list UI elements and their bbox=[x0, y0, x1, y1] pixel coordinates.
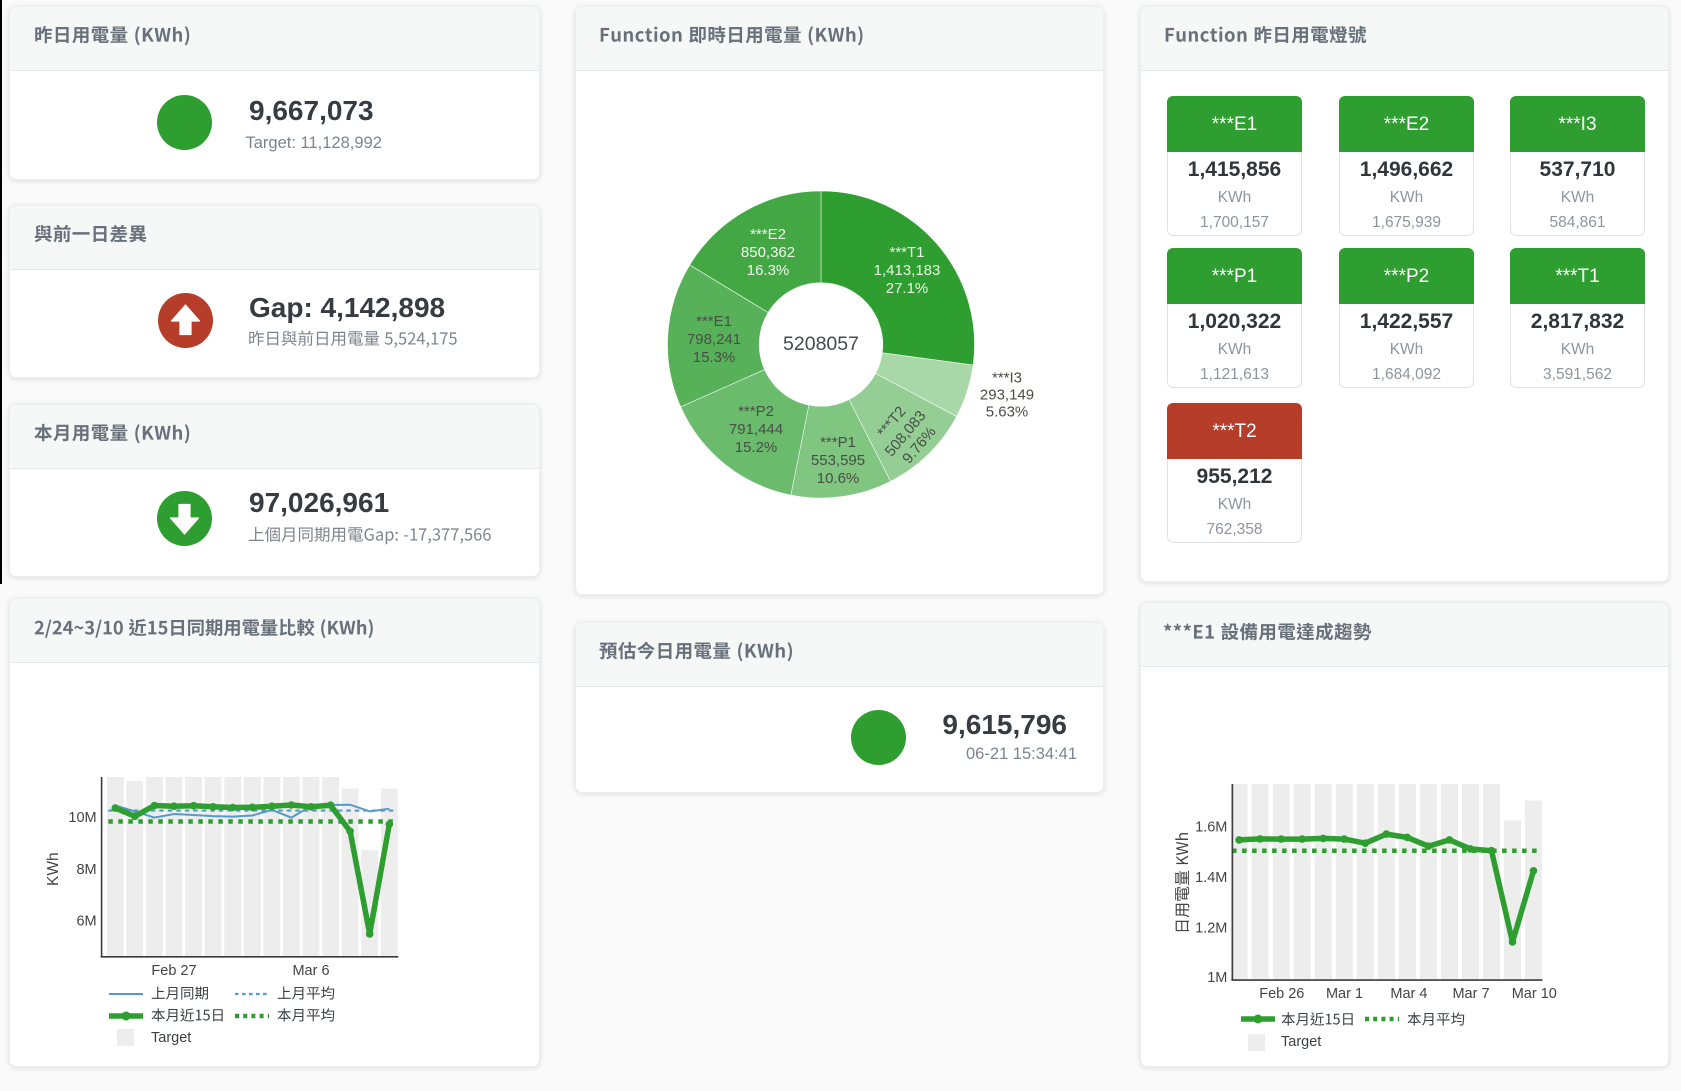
svg-text:1.6M: 1.6M bbox=[1195, 820, 1227, 836]
svg-text:1.2M: 1.2M bbox=[1195, 920, 1227, 936]
svg-text:Feb 27: Feb 27 bbox=[151, 963, 196, 979]
svg-text:Mar 10: Mar 10 bbox=[1512, 986, 1557, 1002]
svg-text:Mar 6: Mar 6 bbox=[292, 963, 329, 979]
svg-text:Mar 1: Mar 1 bbox=[1326, 986, 1363, 1002]
svg-text:KWh: KWh bbox=[45, 852, 62, 886]
svg-text:1M: 1M bbox=[1207, 970, 1227, 986]
svg-text:Feb 26: Feb 26 bbox=[1259, 986, 1304, 1002]
svg-text:Mar 7: Mar 7 bbox=[1452, 986, 1489, 1002]
svg-text:1.4M: 1.4M bbox=[1195, 870, 1227, 886]
svg-text:10M: 10M bbox=[68, 810, 96, 826]
svg-text:Mar 4: Mar 4 bbox=[1390, 986, 1427, 1002]
svg-text:8M: 8M bbox=[76, 862, 96, 878]
svg-text:6M: 6M bbox=[76, 914, 96, 930]
